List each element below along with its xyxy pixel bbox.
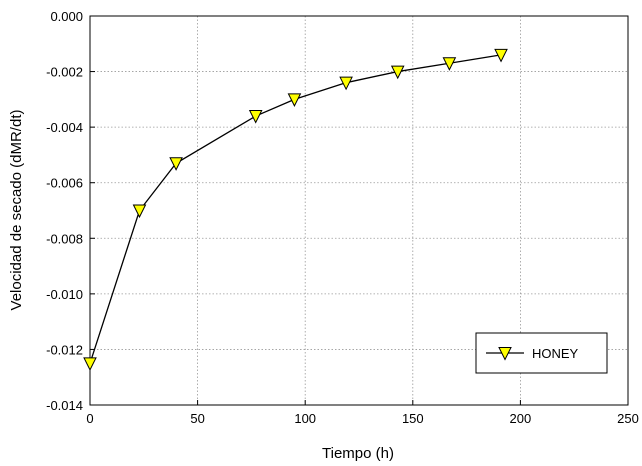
data-point-marker <box>442 57 457 71</box>
y-axis-title: Velocidad de secado (dMR/dt) <box>8 110 25 311</box>
data-point-marker <box>169 157 183 171</box>
axes <box>89 15 629 406</box>
y-tick-label: 0.000 <box>50 9 83 24</box>
legend: HONEY <box>475 332 608 374</box>
y-tick-label: -0.014 <box>46 398 83 413</box>
y-tick-label: -0.010 <box>46 287 83 302</box>
x-tick-label: 0 <box>86 411 93 426</box>
plot-frame <box>89 15 629 406</box>
x-tick-label: 50 <box>190 411 204 426</box>
x-tick-label: 200 <box>510 411 532 426</box>
y-tick-label: -0.004 <box>46 120 83 135</box>
data-point-marker <box>339 76 353 91</box>
y-tick-label: -0.002 <box>46 65 83 80</box>
x-axis-title: Tiempo (h) <box>322 445 394 462</box>
y-tick-label: -0.006 <box>46 176 83 191</box>
y-tick-label: -0.008 <box>46 231 83 246</box>
y-tick-label: -0.012 <box>46 342 83 357</box>
data-point-marker <box>287 93 302 107</box>
legend-marker-triangle-down-icon <box>498 347 512 361</box>
y-tick-labels: 0.000 -0.002 -0.004 -0.006 -0.008 -0.010 -0.01… <box>46 9 83 413</box>
series-honey <box>83 48 508 371</box>
data-point-marker <box>494 48 508 63</box>
x-tick-label: 150 <box>402 411 424 426</box>
data-point-marker <box>132 204 147 219</box>
legend-label: HONEY <box>532 346 579 361</box>
data-point-marker <box>248 110 263 124</box>
x-tick-label: 250 <box>617 411 639 426</box>
x-tick-labels: 0 50 100 150 200 250 <box>86 411 638 426</box>
data-point-marker <box>390 65 405 80</box>
data-point-marker <box>83 357 97 371</box>
x-tick-label: 100 <box>294 411 316 426</box>
